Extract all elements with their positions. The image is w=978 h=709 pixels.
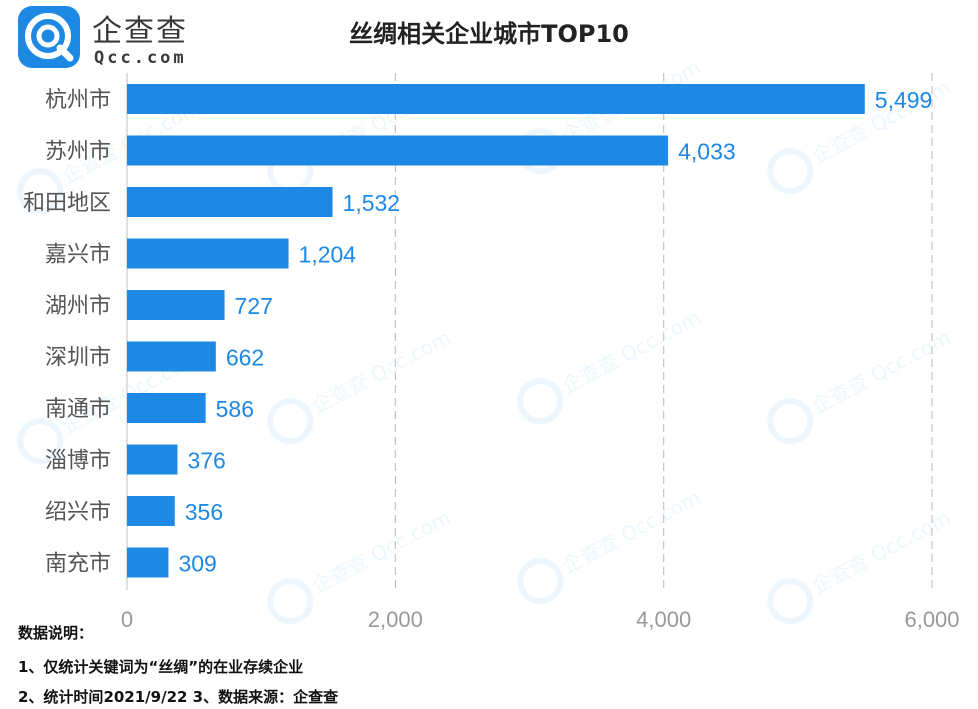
x-tick-label: 4,000 (636, 607, 691, 632)
chart-title: 丝绸相关企业城市TOP10 (349, 20, 629, 48)
svg-text:企查查 Qcc.com: 企查查 Qcc.com (308, 505, 455, 598)
category-label: 和田地区 (23, 191, 111, 216)
category-label: 嘉兴市 (45, 243, 111, 268)
notes-line-2: 2、统计时间2021/9/22 3、数据来源：企查查 (18, 688, 339, 706)
svg-text:企查查 Qcc.com: 企查查 Qcc.com (558, 305, 705, 398)
watermark-6: 企查查 Qcc.com (517, 305, 705, 425)
bar (127, 496, 175, 526)
x-tick-label: 2,000 (368, 607, 423, 632)
bar (127, 444, 178, 475)
value-label: 4,033 (678, 139, 736, 165)
watermark-5: 企查查 Qcc.com (267, 325, 455, 445)
value-label: 1,204 (299, 242, 357, 268)
watermark-8: 企查查 Qcc.com (267, 505, 455, 625)
bar (127, 187, 333, 217)
value-label: 5,499 (875, 87, 933, 113)
value-label: 662 (226, 345, 264, 371)
bar (127, 238, 289, 269)
bar (127, 393, 206, 423)
notes-heading: 数据说明： (18, 624, 94, 642)
x-tick-label: 0 (121, 607, 133, 632)
watermark-9: 企查查 Qcc.com (517, 485, 705, 605)
value-label: 586 (216, 396, 254, 422)
notes-line-1: 1、仅统计关键词为“丝绸”的在业存续企业 (18, 658, 304, 676)
bar (127, 290, 225, 320)
svg-text:企查查 Qcc.com: 企查查 Qcc.com (308, 325, 455, 418)
category-label: 深圳市 (45, 346, 111, 371)
logo-domain: Qcc.com (94, 48, 187, 68)
svg-text:企查查 Qcc.com: 企查查 Qcc.com (558, 485, 705, 578)
category-label: 淄博市 (45, 449, 111, 474)
bar (127, 135, 669, 166)
bar (127, 547, 169, 578)
x-tick-label: 6,000 (904, 607, 959, 632)
bar (127, 84, 865, 114)
value-label: 1,532 (343, 190, 401, 216)
category-label: 南充市 (45, 552, 111, 577)
category-label: 湖州市 (45, 294, 111, 319)
bar-chart: 企查查 Qcc.com 企查查 Qcc.com 企查查 Qcc.com 企查查 Qcc… (17, 55, 960, 632)
category-label: 杭州市 (45, 88, 111, 113)
bar (127, 341, 216, 372)
category-label: 南通市 (45, 397, 111, 422)
value-label: 376 (187, 448, 225, 474)
value-label: 727 (235, 293, 273, 319)
category-label: 绍兴市 (45, 500, 111, 525)
value-label: 309 (178, 551, 216, 577)
value-label: 356 (185, 499, 223, 525)
qcc-logo-icon (18, 6, 80, 68)
category-label: 苏州市 (45, 140, 111, 165)
qcc-logo: 企查查 Qcc.com (18, 6, 218, 68)
logo-name: 企查查 (92, 14, 188, 49)
watermark-7: 企查查 Qcc.com (767, 325, 955, 445)
